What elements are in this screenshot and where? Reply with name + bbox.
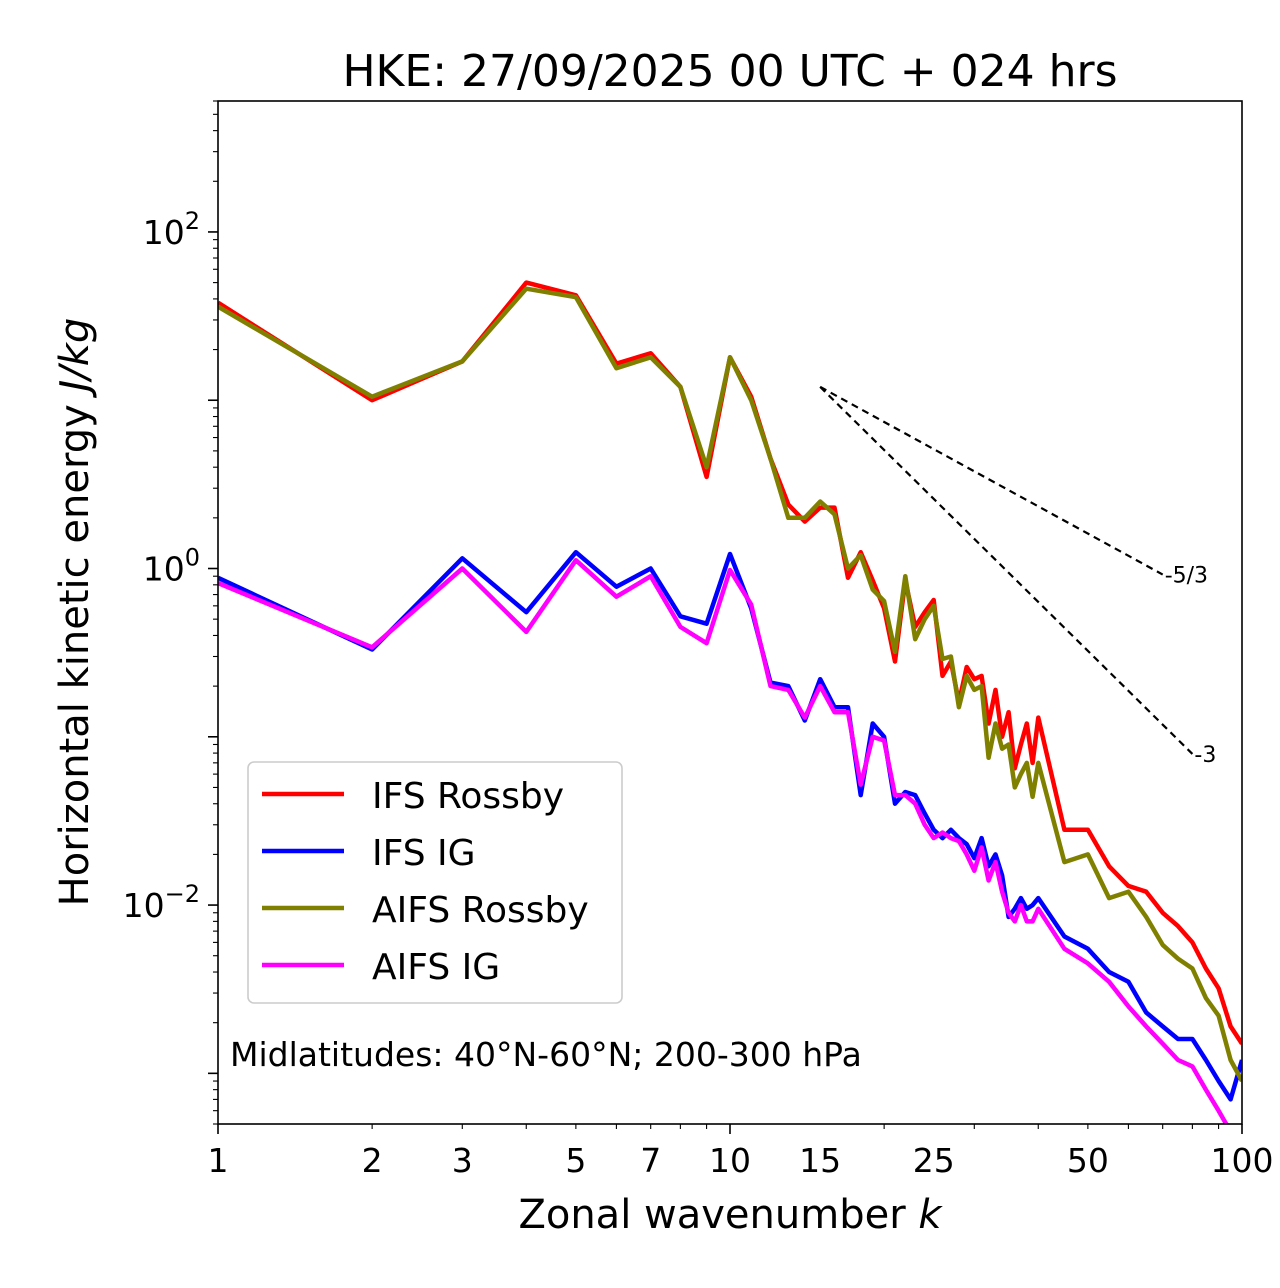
series-lines <box>218 280 1242 1124</box>
x-tick-label: 7 <box>640 1141 661 1180</box>
reference-slope-lines: -5/3 -3 <box>819 385 1216 768</box>
x-tick-label: 3 <box>452 1141 473 1180</box>
y-axis-ticks: 102 100 10−2 <box>123 100 218 1125</box>
x-tick-label: 100 <box>1211 1141 1274 1180</box>
y-axis-label-main: Horizontal kinetic energy <box>52 392 98 907</box>
x-axis-label-var: k <box>918 1192 943 1238</box>
x-tick-label: 25 <box>913 1141 955 1180</box>
legend-label-ifs-ig: IFS IG <box>372 833 476 874</box>
reference-slope-label-2: -3 <box>1194 743 1216 768</box>
x-tick-label: 10 <box>709 1141 751 1180</box>
y-tick-label: 102 <box>143 207 200 252</box>
legend-label-aifs-ig: AIFS IG <box>372 947 500 988</box>
legend-label-aifs-rossby: AIFS Rossby <box>372 890 589 931</box>
y-axis-label: Horizontal kinetic energy J/kg <box>52 318 98 907</box>
x-tick-label: 5 <box>565 1141 586 1180</box>
y-tick-label: 10−2 <box>123 880 200 925</box>
legend-label-ifs-rossby: IFS Rossby <box>372 776 564 817</box>
region-annotation: Midlatitudes: 40°N-60°N; 200-300 hPa <box>230 1035 862 1074</box>
reference-slope-label-1: -5/3 <box>1165 564 1208 589</box>
x-axis-ticks: 1 2 3 5 7 10 15 25 50 100 <box>208 1124 1274 1180</box>
legend-box <box>247 761 623 1004</box>
reference-slope-line-2 <box>819 386 1194 755</box>
chart-title: HKE: 27/09/2025 00 UTC + 024 hrs <box>342 46 1117 97</box>
x-tick-label: 2 <box>362 1141 383 1180</box>
x-tick-label: 50 <box>1067 1141 1109 1180</box>
y-tick-label: 100 <box>143 544 200 589</box>
series-line-aifs-rossby <box>218 286 1242 1083</box>
y-axis-label-unit: J/kg <box>52 318 98 399</box>
reference-slope-line-1 <box>819 385 1164 576</box>
x-axis-label-main: Zonal wavenumber <box>518 1192 918 1238</box>
x-tick-label: 1 <box>208 1141 229 1180</box>
x-tick-label: 15 <box>799 1141 841 1180</box>
series-line-aifs-ig <box>218 557 1229 1124</box>
x-axis-label: Zonal wavenumber k <box>518 1192 943 1238</box>
legend: IFS Rossby IFS IG AIFS Rossby AIFS IG <box>247 761 623 1004</box>
